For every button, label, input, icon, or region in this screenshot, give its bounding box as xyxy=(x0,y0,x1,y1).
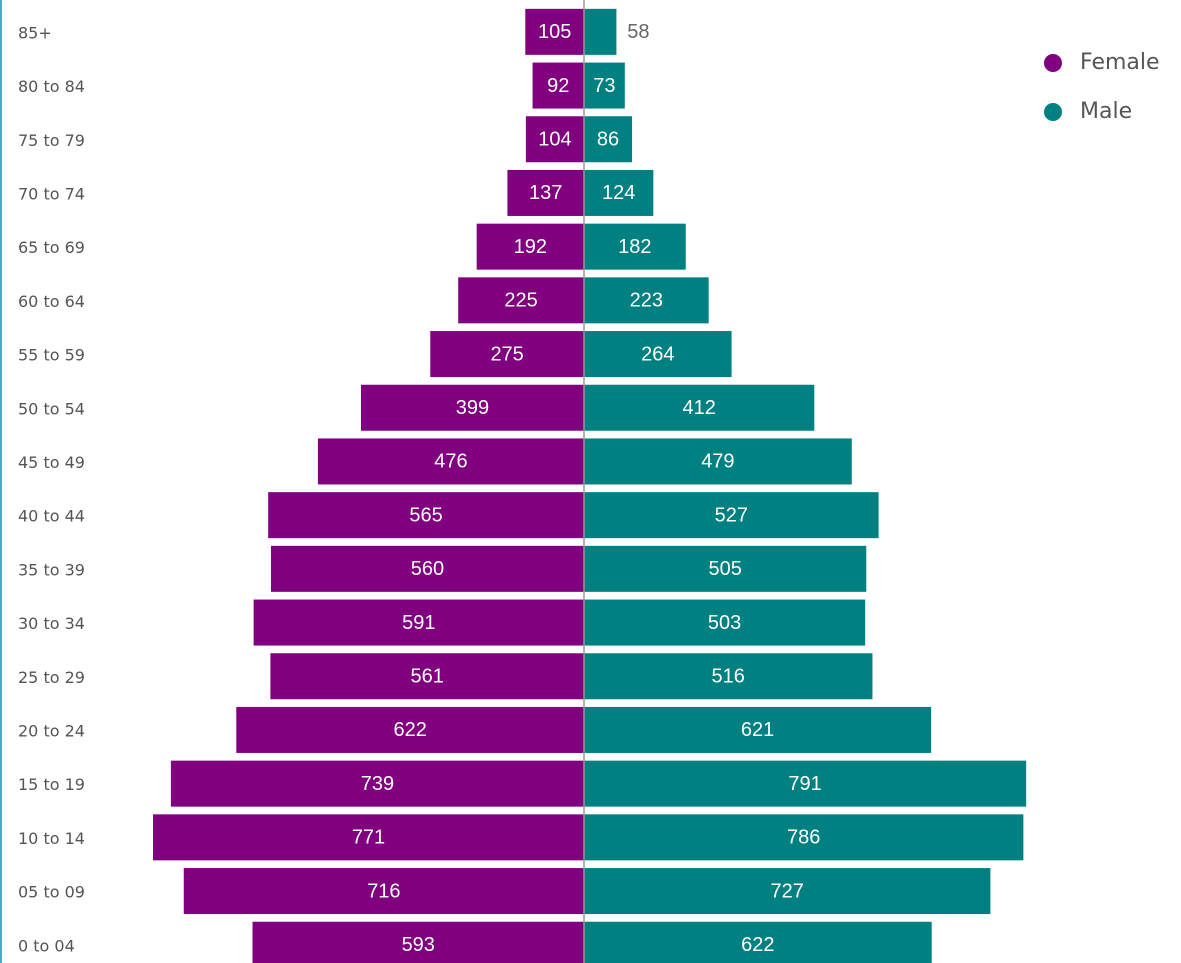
bar xyxy=(584,599,866,646)
category-label: 60 to 64 xyxy=(18,292,85,311)
category-label: 65 to 69 xyxy=(18,238,85,257)
bar xyxy=(584,921,932,963)
data-label: 223 xyxy=(630,290,663,312)
data-label: 137 xyxy=(529,182,562,204)
data-label: 399 xyxy=(456,397,489,419)
data-label: 105 xyxy=(538,21,571,43)
data-label: 73 xyxy=(593,75,615,97)
data-label: 716 xyxy=(367,880,400,902)
bar xyxy=(507,169,584,216)
category-label: 10 to 14 xyxy=(18,829,85,848)
legend-label: Male xyxy=(1080,99,1132,124)
category-label: 05 to 09 xyxy=(18,883,85,902)
bar xyxy=(584,62,625,109)
category-label: 75 to 79 xyxy=(18,131,85,150)
category-label: 20 to 24 xyxy=(18,721,85,740)
bar xyxy=(270,545,584,592)
category-label: 50 to 54 xyxy=(18,399,85,418)
category-label: 30 to 34 xyxy=(18,614,85,633)
data-label: 516 xyxy=(712,666,745,688)
bar xyxy=(525,116,584,163)
category-label: 80 to 84 xyxy=(18,77,85,96)
bar xyxy=(170,760,585,807)
category-label: 35 to 39 xyxy=(18,560,85,579)
data-label: 622 xyxy=(741,934,774,956)
category-label: 15 to 19 xyxy=(18,775,85,794)
data-label: 86 xyxy=(597,129,619,151)
data-label: 479 xyxy=(701,451,734,473)
bar xyxy=(584,760,1027,807)
data-label: 92 xyxy=(547,75,569,97)
bar xyxy=(236,706,584,753)
data-label: 192 xyxy=(514,236,547,258)
data-label: 561 xyxy=(411,666,444,688)
category-label: 55 to 59 xyxy=(18,346,85,365)
bar xyxy=(584,277,709,324)
bar xyxy=(253,599,585,646)
bar xyxy=(270,653,584,700)
bar xyxy=(183,868,585,915)
data-label: 412 xyxy=(682,397,715,419)
category-label: 40 to 44 xyxy=(18,507,85,526)
category-label: 45 to 49 xyxy=(18,453,85,472)
data-label: 264 xyxy=(641,343,674,365)
bar xyxy=(430,331,584,378)
bar xyxy=(317,438,584,485)
data-label: 622 xyxy=(393,719,426,741)
bar xyxy=(584,706,932,753)
data-label: 104 xyxy=(538,129,571,151)
category-label: 70 to 74 xyxy=(18,184,85,203)
data-label: 275 xyxy=(490,343,523,365)
data-label: 505 xyxy=(708,558,741,580)
data-label: 560 xyxy=(411,558,444,580)
bar xyxy=(360,384,584,431)
bar xyxy=(268,492,584,539)
data-label: 225 xyxy=(504,290,537,312)
bar xyxy=(153,814,585,861)
data-label: 182 xyxy=(618,236,651,258)
bar xyxy=(525,8,584,55)
bar xyxy=(584,653,873,700)
bar xyxy=(458,277,584,324)
legend-marker xyxy=(1044,103,1062,121)
bar xyxy=(584,223,686,270)
data-label: 124 xyxy=(602,182,635,204)
legend-marker xyxy=(1044,54,1062,72)
bar xyxy=(584,384,815,431)
data-label: 527 xyxy=(715,504,748,526)
data-label: 591 xyxy=(402,612,435,634)
data-label: 771 xyxy=(352,827,385,849)
bar xyxy=(252,921,584,963)
bar xyxy=(584,438,852,485)
data-label: 58 xyxy=(627,21,649,43)
bar xyxy=(584,814,1024,861)
bar xyxy=(584,169,654,216)
legend-label: Female xyxy=(1080,50,1160,75)
data-label: 476 xyxy=(434,451,467,473)
category-label: 0 to 04 xyxy=(18,936,75,955)
category-label: 85+ xyxy=(18,23,52,42)
bar xyxy=(584,331,732,378)
bar xyxy=(476,223,584,270)
category-label: 25 to 29 xyxy=(18,668,85,687)
data-label: 727 xyxy=(771,880,804,902)
bar xyxy=(584,8,617,55)
data-label: 503 xyxy=(708,612,741,634)
bar xyxy=(584,116,633,163)
bar xyxy=(584,492,879,539)
data-label: 621 xyxy=(741,719,774,741)
data-label: 593 xyxy=(402,934,435,956)
data-label: 565 xyxy=(409,504,442,526)
data-label: 791 xyxy=(788,773,821,795)
bar xyxy=(584,545,867,592)
bar xyxy=(532,62,584,109)
bar xyxy=(584,868,991,915)
data-label: 786 xyxy=(787,827,820,849)
data-label: 739 xyxy=(361,773,394,795)
